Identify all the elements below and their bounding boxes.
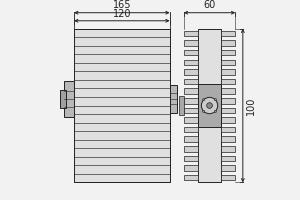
- Bar: [184, 79, 198, 84]
- Bar: [221, 31, 235, 36]
- Bar: [198, 84, 221, 127]
- Circle shape: [202, 99, 205, 101]
- Bar: [221, 88, 235, 94]
- Bar: [184, 60, 198, 65]
- Text: 60: 60: [203, 0, 216, 10]
- Bar: [184, 50, 198, 55]
- Bar: [184, 175, 198, 180]
- Bar: [74, 29, 170, 182]
- Bar: [221, 79, 235, 84]
- Text: 165: 165: [112, 0, 131, 10]
- Text: 120: 120: [112, 9, 131, 19]
- Circle shape: [201, 97, 218, 114]
- Circle shape: [214, 99, 217, 101]
- Circle shape: [202, 110, 205, 112]
- Bar: [221, 175, 235, 180]
- Bar: [184, 165, 198, 171]
- Bar: [221, 50, 235, 55]
- Bar: [184, 108, 198, 113]
- Bar: [221, 165, 235, 171]
- Bar: [184, 69, 198, 75]
- Bar: [184, 98, 198, 104]
- Bar: [184, 146, 198, 152]
- Bar: [184, 31, 198, 36]
- Bar: [184, 88, 198, 94]
- Bar: [221, 136, 235, 142]
- Bar: [221, 69, 235, 75]
- Bar: [184, 117, 198, 123]
- Bar: [221, 117, 235, 123]
- Bar: [221, 156, 235, 161]
- Bar: [184, 40, 198, 46]
- Bar: [221, 146, 235, 152]
- Bar: [221, 60, 235, 65]
- Circle shape: [214, 110, 217, 112]
- Bar: [198, 29, 221, 182]
- Bar: [179, 96, 184, 115]
- Bar: [64, 81, 74, 117]
- Bar: [221, 108, 235, 113]
- Bar: [184, 136, 198, 142]
- Bar: [221, 98, 235, 104]
- Bar: [221, 40, 235, 46]
- Circle shape: [207, 103, 212, 108]
- Text: 100: 100: [246, 96, 256, 115]
- Bar: [184, 156, 198, 161]
- Bar: [170, 85, 177, 113]
- Bar: [221, 127, 235, 132]
- Bar: [184, 127, 198, 132]
- Bar: [60, 90, 66, 108]
